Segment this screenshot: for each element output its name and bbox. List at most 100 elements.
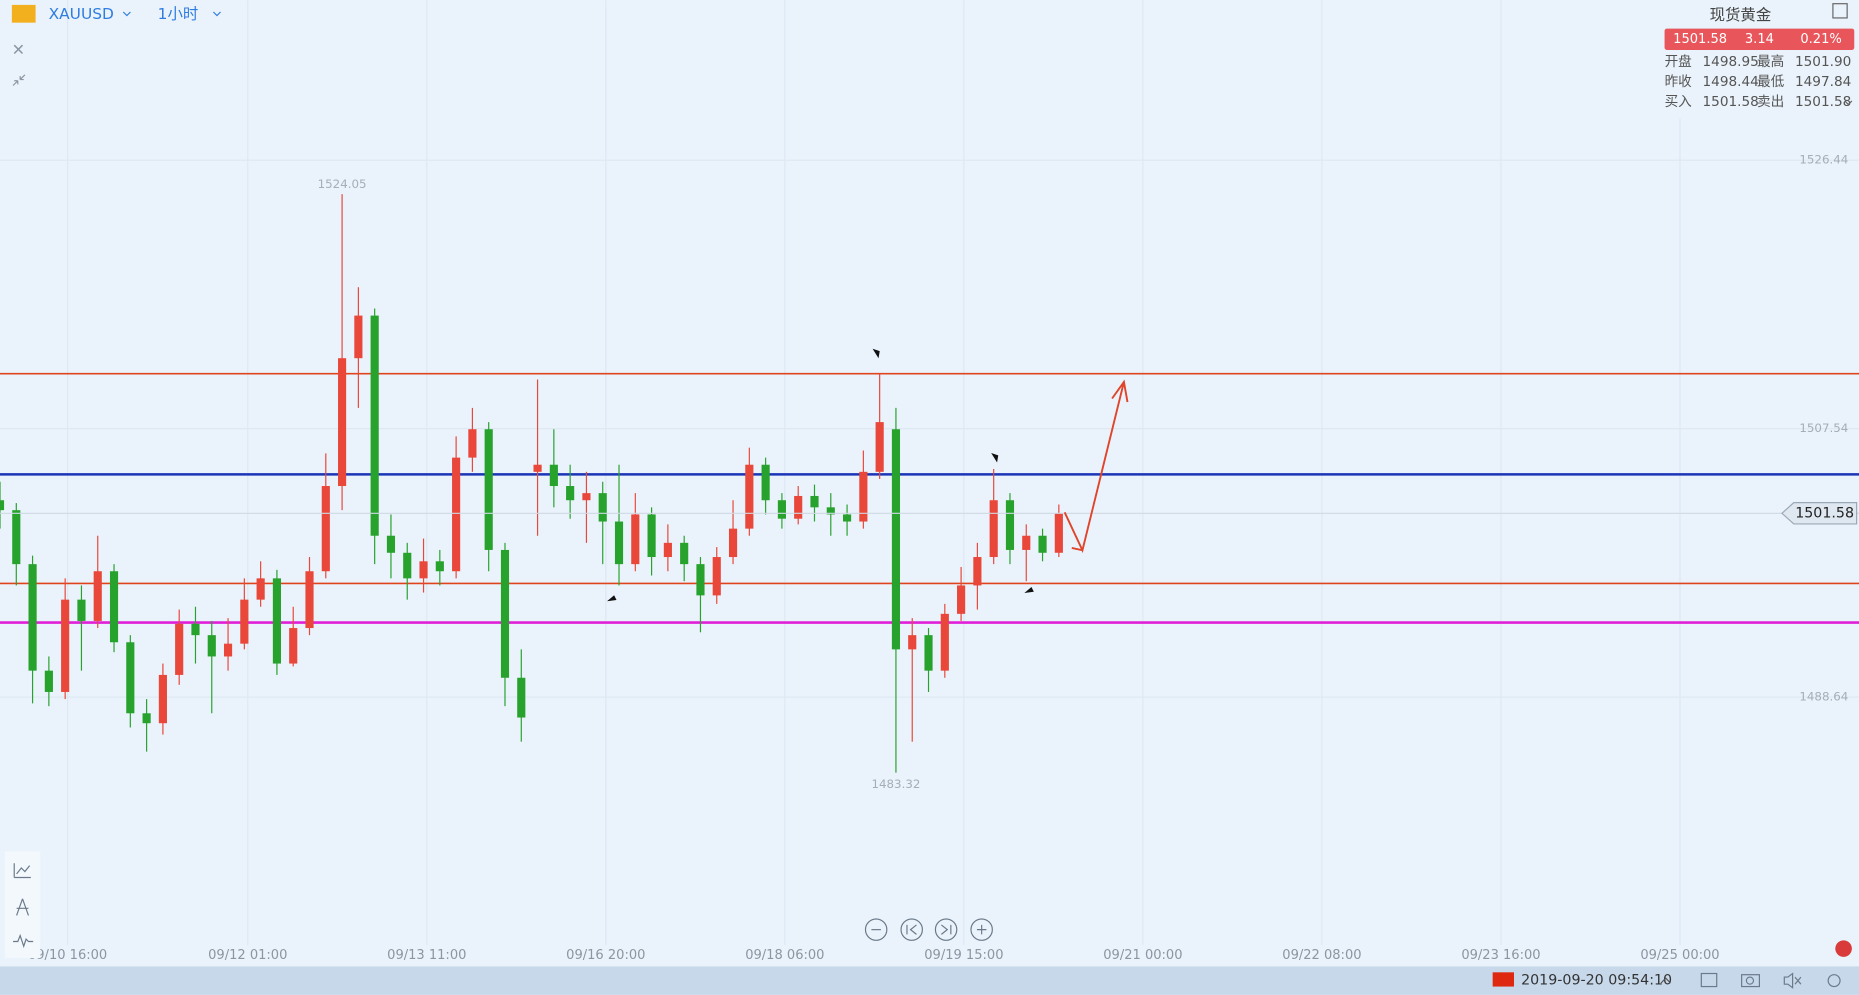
candle-body	[745, 464, 754, 529]
quote-value: 1501.90	[1795, 54, 1851, 70]
quote-value: 1501.58	[1703, 94, 1759, 110]
candle-body	[207, 635, 216, 657]
quote-expand[interactable]	[1844, 100, 1853, 106]
time-toggle[interactable]	[1660, 977, 1671, 984]
candle-body	[0, 500, 5, 511]
zoom-in[interactable]	[970, 918, 993, 941]
candle-body	[549, 464, 558, 487]
mute-icon[interactable]	[1783, 972, 1802, 989]
candle-body	[680, 542, 689, 565]
candle-body	[93, 571, 102, 621]
alert-badge[interactable]	[1835, 940, 1852, 957]
zoom-out[interactable]	[864, 918, 888, 941]
jump-start[interactable]	[900, 918, 923, 941]
quote-label: 昨收	[1665, 74, 1693, 90]
quote-value: 1501.58	[1795, 94, 1851, 110]
window-icon[interactable]	[1700, 972, 1718, 988]
candle-body	[761, 464, 770, 501]
quote-bar	[1664, 28, 1855, 50]
max-label: 1524.05	[318, 177, 367, 191]
candle-body	[647, 514, 656, 558]
quote-name: 现货黄金	[1710, 6, 1772, 24]
quote-value: 1498.95	[1703, 54, 1759, 70]
status-bar	[0, 966, 1859, 995]
plot-area: 09/10 16:00 09/12 01:00 09/13 11:00 09/16 2…	[0, 0, 1859, 963]
candle-body	[386, 535, 396, 553]
flag	[1492, 972, 1514, 987]
candle-body	[354, 315, 363, 359]
settings-icon[interactable]	[1827, 974, 1841, 988]
candle-body	[1054, 513, 1063, 553]
candle-body	[924, 635, 933, 671]
last-price-tag	[1781, 502, 1858, 525]
cursor-markers	[607, 348, 1034, 602]
status-icons	[1700, 972, 1841, 989]
candle-body	[989, 500, 998, 558]
drawn-arrow	[1063, 379, 1129, 554]
candle-body	[826, 507, 835, 515]
x-tick-label: 09/13 11:00	[387, 948, 466, 963]
camera-icon[interactable]	[1741, 974, 1761, 988]
candle-body	[1005, 500, 1015, 550]
candle-body	[957, 585, 966, 614]
indicator-tool[interactable]	[13, 863, 31, 879]
candle-body	[419, 561, 428, 579]
candle-body	[435, 561, 444, 572]
candle-body	[61, 599, 70, 692]
quote-change: 3.14	[1745, 32, 1774, 47]
candle-body	[240, 599, 249, 644]
candle-body	[940, 613, 949, 671]
collapse-button[interactable]	[12, 74, 26, 86]
candle-body	[533, 464, 542, 472]
symbol-icon	[11, 4, 36, 23]
last-price-label: 1501.58	[1795, 505, 1854, 521]
interval[interactable]: 1小时	[158, 5, 199, 23]
candle-body	[191, 623, 200, 636]
candle-body	[614, 521, 624, 565]
candle-body	[696, 564, 705, 596]
candle-body	[875, 422, 884, 472]
candle-body	[44, 670, 53, 692]
x-tick-label: 09/16 20:00	[566, 948, 645, 963]
x-tick-label: 09/10 16:00	[28, 948, 107, 963]
candle-body	[28, 564, 37, 671]
close-button[interactable]	[13, 44, 24, 55]
x-tick-label: 09/18 06:00	[745, 948, 824, 963]
quote-value: 1497.84	[1795, 74, 1851, 90]
draw-tool[interactable]	[16, 898, 30, 916]
wave-tool[interactable]	[13, 933, 34, 949]
candle-body	[712, 557, 721, 596]
candle-body	[256, 578, 265, 600]
jump-end[interactable]	[934, 918, 958, 941]
quote-panel	[1659, 0, 1859, 119]
y-tick-label: 1507.54	[1799, 421, 1848, 435]
candle-body	[175, 623, 184, 675]
candle-body	[663, 542, 672, 558]
candle-body	[77, 599, 86, 621]
candle-body	[223, 643, 233, 657]
candle-body	[859, 471, 868, 522]
quote-label: 最高	[1757, 53, 1784, 70]
quote-value: 1498.44	[1703, 74, 1759, 90]
candle-body	[728, 528, 738, 558]
candle-body	[598, 493, 607, 522]
symbol-dropdown[interactable]	[122, 11, 131, 17]
candle-body	[500, 549, 510, 678]
candle-body	[109, 571, 119, 643]
x-tick-label: 09/19 15:00	[924, 948, 1003, 963]
symbol[interactable]: XAUUSD	[49, 5, 114, 23]
candle-body	[908, 635, 917, 650]
x-tick-label: 09/25 00:00	[1640, 948, 1719, 963]
panel-toggle[interactable]	[1832, 3, 1848, 19]
candle-body	[452, 457, 461, 572]
x-tick-label: 09/12 01:00	[208, 948, 287, 963]
candle-body	[1038, 535, 1047, 553]
candle-body	[843, 514, 852, 522]
interval-dropdown[interactable]	[212, 11, 221, 17]
candle-body	[289, 628, 298, 664]
y-tick-label: 1488.64	[1799, 690, 1848, 704]
candle-body	[305, 571, 314, 629]
